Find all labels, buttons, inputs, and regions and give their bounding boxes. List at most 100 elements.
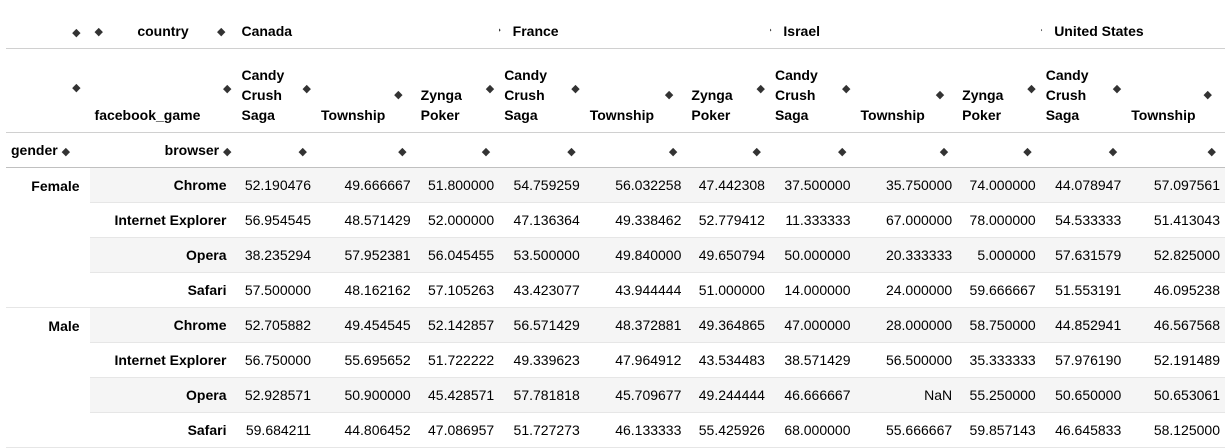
value-cell: 56.032258 — [584, 167, 687, 203]
sort-icon[interactable]: ◆ — [935, 89, 945, 101]
sort-icon[interactable]: ◆ — [223, 83, 232, 95]
value-cell: 54.533333 — [1055, 212, 1122, 228]
value-cell: 51.722222 — [428, 352, 495, 368]
column-sort[interactable]: ◆ — [769, 132, 856, 168]
game-header[interactable]: ◆ Township — [1126, 48, 1225, 133]
value-cell: 57.105263 — [428, 282, 495, 298]
sort-icon[interactable]: ◆ — [94, 25, 103, 38]
value-cell: 50.653061 — [1126, 377, 1225, 413]
sort-icon[interactable]: ◆ — [298, 146, 307, 158]
value-cell: 11.333333 — [785, 212, 851, 228]
sort-icon[interactable]: ◆ — [485, 83, 495, 95]
value-cell: 55.695652 — [344, 352, 411, 368]
sort-icon[interactable]: ◆ — [842, 83, 851, 95]
sort-icon[interactable]: ◆ — [499, 23, 500, 39]
game-header[interactable]: Zynga Poker ◆ — [415, 48, 500, 133]
game-header[interactable]: Candy Crush Saga ◆ — [1040, 48, 1127, 133]
index-header-gender[interactable]: gender ◆ — [6, 132, 90, 168]
sort-icon[interactable]: ◆ — [571, 83, 580, 95]
column-sort[interactable]: ◆ — [584, 132, 687, 168]
column-sort[interactable]: ◆ — [1040, 132, 1127, 168]
column-sort[interactable]: ◆ — [686, 132, 770, 168]
value-cell: 56.045455 — [415, 237, 500, 273]
value-cell: 38.235294 — [236, 237, 316, 273]
sort-icon[interactable]: ◆ — [72, 27, 81, 39]
table-row: Internet Explorer 56.750000 55.695652 51.72… — [6, 343, 1225, 378]
sort-icon[interactable]: ◆ — [394, 89, 403, 101]
sort-icon[interactable]: ◆ — [668, 146, 678, 158]
country-header[interactable]: ◆ Israel — [769, 14, 1041, 49]
game-header[interactable]: Candy Crush Saga ◆ — [769, 48, 856, 133]
value-cell: 53.500000 — [499, 237, 585, 273]
column-sort[interactable]: ◆ — [855, 132, 958, 168]
sort-icon[interactable]: ◆ — [1207, 146, 1216, 158]
game-header[interactable]: Candy Crush Saga ◆ — [499, 48, 585, 133]
value-cell: 52.779412 — [698, 212, 765, 228]
value-cell: 47.442308 — [686, 167, 770, 203]
value-cell: 56.571429 — [499, 307, 585, 343]
value-cell: 47.136364 — [513, 212, 580, 228]
value-cell: 46.666667 — [769, 377, 856, 413]
browser-label: Chrome — [89, 307, 237, 343]
country-header[interactable]: ◆ United States — [1040, 14, 1225, 49]
table-row: Safari 59.684211 44.806452 47.086957 51.7272… — [6, 413, 1225, 448]
country-header[interactable]: Canada — [236, 14, 500, 49]
column-sort[interactable]: ◆ — [499, 132, 585, 168]
game-label: Candy Crush Saga — [241, 67, 285, 123]
column-sort[interactable]: ◆ — [415, 132, 500, 168]
level-header-country[interactable]: ◆ country ◆ — [89, 14, 237, 49]
sort-icon[interactable]: ◆ — [61, 146, 71, 158]
column-sort[interactable]: ◆ — [236, 132, 316, 168]
column-sort[interactable]: ◆ — [957, 132, 1041, 168]
game-label: Township — [589, 107, 655, 123]
column-sort[interactable]: ◆ — [316, 132, 416, 168]
table-row: Opera 52.928571 50.900000 45.428571 57.78181… — [6, 377, 1225, 413]
game-header[interactable]: ◆◆Township — [316, 48, 416, 133]
sort-icon[interactable]: ◆ — [752, 146, 761, 158]
level-header-game[interactable]: facebook_game ◆ — [89, 48, 237, 133]
header-row-country: ◆ ◆ country ◆ Canada ◆ France ◆ Israel — [6, 14, 1225, 49]
pivot-table: ◆ ◆ country ◆ Canada ◆ France ◆ Israel — [6, 14, 1225, 448]
value-cell: 51.800000 — [415, 167, 500, 203]
sort-icon[interactable]: ◆ — [567, 146, 576, 158]
game-header[interactable]: Zynga Poker ◆ — [686, 48, 770, 133]
sort-icon[interactable]: ◆ — [770, 23, 771, 39]
sort-icon[interactable]: ◆ — [72, 82, 81, 94]
value-cell: 47.964912 — [615, 352, 682, 368]
game-header[interactable]: Zynga Poker ◆ — [957, 48, 1041, 133]
value-cell: 52.928571 — [236, 377, 316, 413]
value-cell: 57.631579 — [1040, 237, 1127, 273]
sort-icon[interactable]: ◆ — [481, 146, 491, 158]
sort-icon[interactable]: ◆ — [838, 146, 847, 158]
corner-sort-2[interactable]: ◆ — [6, 48, 90, 133]
sort-icon[interactable]: ◆ — [217, 25, 226, 38]
column-sort[interactable]: ◆ — [1126, 132, 1225, 168]
country-header[interactable]: ◆ France — [499, 14, 770, 49]
sort-icon[interactable]: ◆ — [756, 83, 765, 95]
sort-icon[interactable]: ◆ — [1108, 146, 1118, 158]
index-header-browser[interactable]: browser ◆ — [89, 132, 237, 168]
sort-icon[interactable]: ◆ — [1041, 23, 1042, 39]
sort-icon[interactable]: ◆ — [1023, 146, 1032, 158]
sort-icon[interactable]: ◆ — [223, 146, 232, 158]
corner-sort-1[interactable]: ◆ — [6, 14, 90, 49]
sort-icon[interactable]: ◆ — [1112, 83, 1122, 95]
value-cell: 20.333333 — [855, 237, 958, 273]
sort-icon[interactable]: ◆ — [1203, 89, 1212, 101]
sort-icon[interactable]: ◆ — [302, 83, 311, 95]
game-header[interactable]: Candy Crush Saga ◆ — [236, 48, 316, 133]
game-label: Township — [321, 107, 386, 123]
value-cell: 52.705882 — [236, 307, 316, 343]
game-header[interactable]: ◆ Township — [584, 48, 687, 133]
value-cell: 55.425926 — [698, 422, 765, 438]
game-header[interactable]: ◆ Township — [855, 48, 958, 133]
browser-label: Opera — [89, 237, 237, 273]
sort-icon[interactable]: ◆ — [664, 89, 674, 101]
value-cell: 49.244444 — [686, 377, 770, 413]
value-cell: 46.645833 — [1055, 422, 1122, 438]
sort-icon[interactable]: ◆ — [398, 146, 407, 158]
sort-icon[interactable]: ◆ — [939, 146, 949, 158]
value-cell: 59.684211 — [245, 422, 311, 438]
table-row: Internet Explorer 56.954545 48.571429 52.00… — [6, 203, 1225, 238]
sort-icon[interactable]: ◆ — [1027, 83, 1036, 95]
